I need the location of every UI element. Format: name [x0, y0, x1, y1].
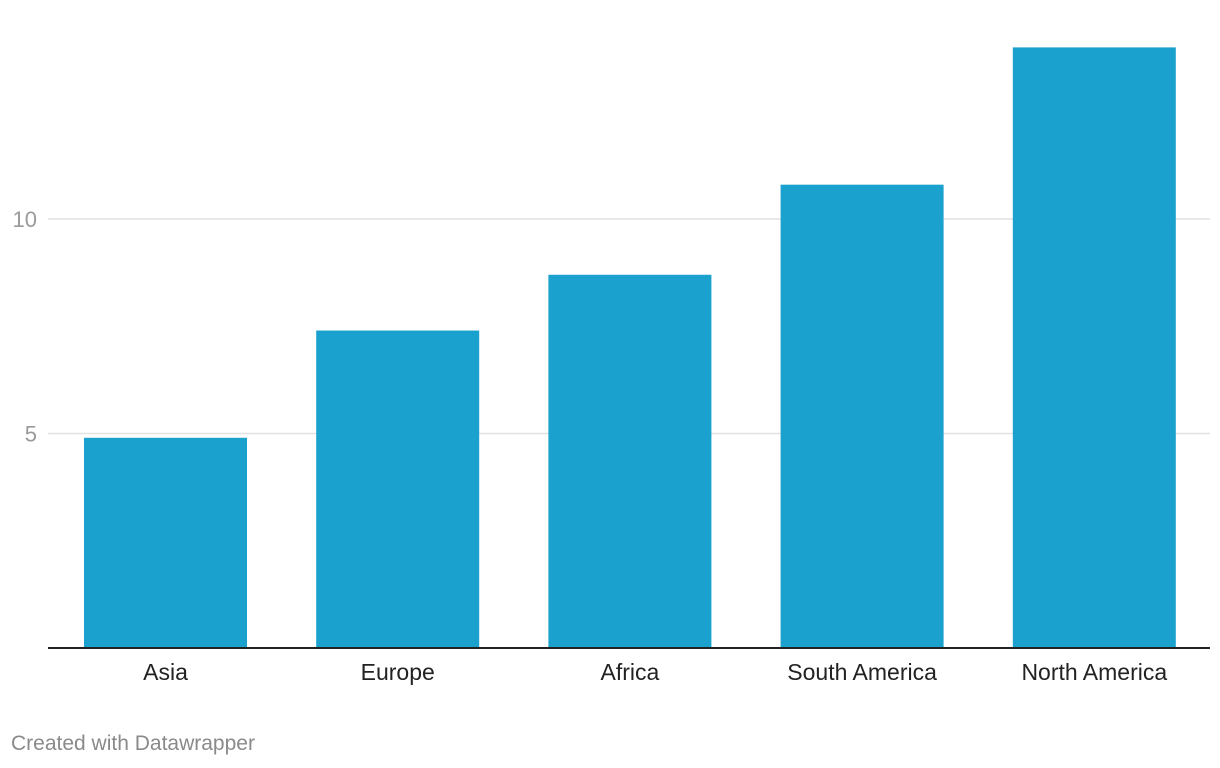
y-tick-label-5: 5: [25, 422, 37, 447]
category-labels: Asia Europe Africa South America North Ameri…: [143, 659, 1167, 685]
bar-europe: [316, 330, 480, 648]
bar-north-america: [1012, 47, 1176, 648]
bar-asia: [84, 437, 247, 648]
bar-south-america: [780, 184, 944, 648]
category-label-africa: Africa: [601, 659, 660, 685]
bars: [84, 47, 1176, 648]
bar-africa: [548, 274, 712, 648]
category-label-south-america: South America: [787, 659, 937, 685]
datawrapper-credit: Created with Datawrapper: [11, 732, 255, 755]
category-label-asia: Asia: [143, 659, 188, 685]
y-tick-label-10: 10: [13, 207, 37, 232]
category-label-europe: Europe: [361, 659, 435, 685]
category-label-north-america: North America: [1021, 659, 1167, 685]
